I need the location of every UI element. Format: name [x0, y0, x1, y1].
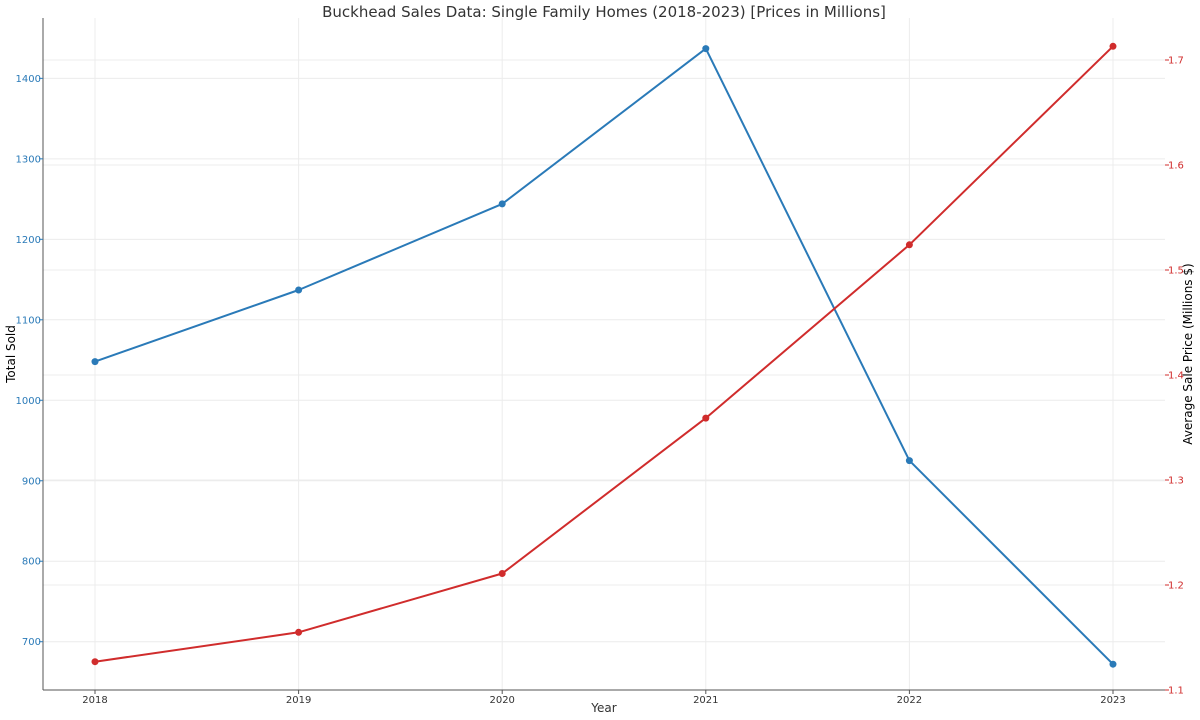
- x-tick-label: 2018: [82, 695, 107, 706]
- left-y-tick-label: 1200: [16, 235, 41, 246]
- avg-price-data-point: [1109, 42, 1117, 50]
- total-sold-data-point: [295, 286, 303, 294]
- right-y-tick-label: 1.5: [1168, 266, 1184, 277]
- series-layer: [91, 42, 1117, 668]
- total-sold-data-point: [91, 358, 99, 366]
- grid: [43, 18, 1165, 691]
- right-y-axis-label: Average Sale Price (Millions $): [1181, 263, 1195, 444]
- avg-price-data-point: [91, 658, 99, 666]
- x-tick-label: 2022: [897, 695, 922, 706]
- right-y-axis-ticks: 1.1 1.2 1.3 1.4 1.5 1.6 1.7: [1165, 56, 1184, 697]
- avg-price-data-point: [702, 414, 710, 422]
- right-y-tick-label: 1.1: [1168, 686, 1184, 697]
- avg-price-data-point: [295, 628, 303, 636]
- x-tick-label: 2021: [693, 695, 718, 706]
- right-y-tick-label: 1.6: [1168, 161, 1184, 172]
- avg-price-series-line: [94, 45, 1114, 663]
- left-y-axis-label: Total Sold: [4, 325, 18, 384]
- left-y-tick-label: 1300: [16, 154, 41, 165]
- avg-price-data-point: [905, 241, 913, 249]
- left-y-tick-label: 1000: [16, 396, 41, 407]
- x-tick-label: 2019: [286, 695, 311, 706]
- x-axis-label: Year: [590, 701, 616, 715]
- left-y-tick-label: 1400: [16, 74, 41, 85]
- left-y-tick-label: 700: [22, 637, 41, 648]
- total-sold-data-point: [702, 45, 710, 53]
- avg-price-data-point: [498, 570, 506, 577]
- right-y-tick-label: 1.3: [1168, 476, 1184, 487]
- total-sold-data-point: [498, 200, 506, 208]
- x-tick-label: 2023: [1100, 695, 1125, 706]
- left-y-axis-ticks: 700 800 900 1000 1100 1200 1300 1400: [16, 74, 43, 648]
- left-y-tick-label: 900: [22, 476, 41, 487]
- right-y-tick-label: 1.2: [1168, 581, 1184, 592]
- x-tick-label: 2020: [489, 695, 514, 706]
- chart-title: Buckhead Sales Data: Single Family Homes…: [322, 3, 886, 21]
- left-y-tick-label: 800: [22, 557, 41, 568]
- right-y-tick-label: 1.4: [1168, 371, 1184, 382]
- total-sold-data-point: [1109, 660, 1117, 668]
- total-sold-data-point: [905, 457, 913, 465]
- left-y-tick-label: 1100: [16, 315, 41, 326]
- total-sold-series-line: [94, 47, 1114, 665]
- right-y-tick-label: 1.7: [1168, 56, 1184, 67]
- x-axis-ticks: 2018 2019 2020 2021 2022 2023: [82, 690, 1126, 706]
